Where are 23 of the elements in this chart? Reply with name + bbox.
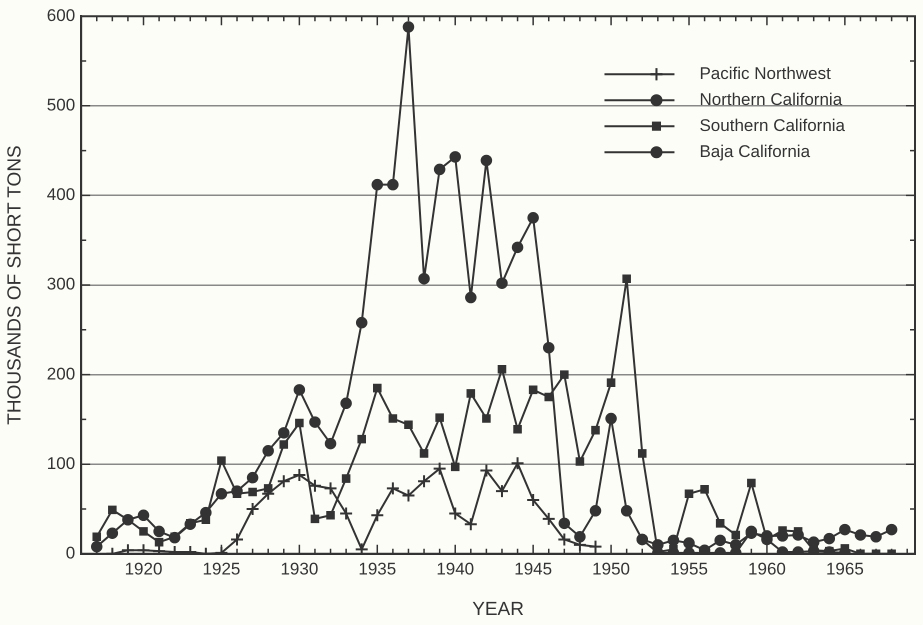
x-tick-label: 1945 bbox=[514, 560, 552, 579]
y-tick-label: 500 bbox=[46, 95, 76, 114]
x-axis-title: YEAR bbox=[472, 598, 524, 620]
y-tick-label: 600 bbox=[46, 6, 76, 25]
y-tick-label: 200 bbox=[46, 364, 76, 384]
x-tick-label: 1920 bbox=[124, 560, 162, 579]
y-tick-label: 100 bbox=[46, 454, 76, 473]
legend-label: Southern California bbox=[699, 116, 846, 135]
x-tick-label: 1925 bbox=[202, 560, 240, 579]
legend-label: Pacific Northwest bbox=[699, 64, 832, 83]
y-tick-label: 400 bbox=[46, 185, 76, 204]
legend-label: Northern California bbox=[699, 90, 843, 109]
x-tick-label: 1935 bbox=[358, 560, 396, 579]
x-tick-label: 1965 bbox=[826, 560, 864, 579]
x-tick-label: 1960 bbox=[748, 560, 786, 579]
y-axis-title: THOUSANDS OF SHORT TONS bbox=[4, 145, 26, 425]
x-tick-label: 1950 bbox=[592, 560, 630, 579]
y-tick-label: 300 bbox=[46, 274, 76, 294]
x-tick-label: 1940 bbox=[436, 560, 474, 579]
y-tick-label: 0 bbox=[66, 543, 76, 562]
legend-label: Baja California bbox=[699, 142, 811, 161]
x-tick-label: 1930 bbox=[280, 560, 318, 579]
x-tick-label: 1955 bbox=[670, 560, 708, 579]
